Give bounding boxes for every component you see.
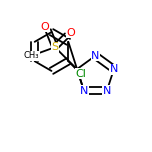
- Text: O: O: [40, 22, 49, 32]
- Text: N: N: [80, 86, 88, 96]
- Text: S: S: [51, 42, 59, 52]
- Text: Cl: Cl: [76, 69, 86, 79]
- Text: N: N: [110, 64, 118, 74]
- Text: CH₃: CH₃: [24, 51, 39, 60]
- Text: N: N: [91, 51, 100, 61]
- Text: O: O: [67, 28, 75, 38]
- Text: N: N: [103, 86, 111, 96]
